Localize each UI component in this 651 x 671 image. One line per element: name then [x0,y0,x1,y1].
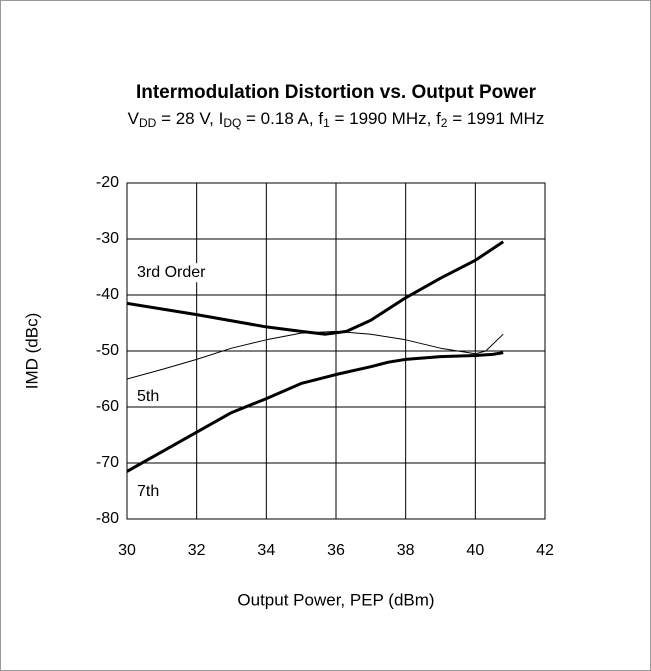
series-line [126,240,505,336]
x-tick-label: 34 [257,542,275,559]
subscript: 2 [441,116,448,130]
y-tick-label: -20 [96,174,119,191]
label-background [134,387,163,407]
subtitle-part: = 0.18 A, f [241,109,323,128]
label-background [134,263,210,283]
subtitle-part: = 1991 MHz [447,109,544,128]
chart-title: Intermodulation Distortion vs. Output Po… [136,82,537,103]
x-tick-label: 38 [397,542,415,559]
y-tick-label: -70 [96,454,119,471]
x-tick-label: 42 [536,542,554,559]
y-axis-label: IMD (dBc) [22,313,41,390]
subtitle-part: V [128,109,140,128]
x-axis-label: Output Power, PEP (dBm) [237,590,434,609]
series-line [126,351,504,473]
y-tick-label: -40 [96,286,119,303]
x-tick-label: 40 [466,542,484,559]
y-tick-label: -60 [96,398,119,415]
subtitle-part: = 1990 MHz, f [330,109,441,128]
x-tick-label: 32 [188,542,206,559]
subtitle-part: = 28 V, I [156,109,223,128]
y-tick-label: -30 [96,230,119,247]
y-tick-label: -50 [96,342,119,359]
series-label: 5th [137,388,159,405]
x-tick-label: 30 [118,542,136,559]
series-line [126,330,504,380]
series-label: 7th [137,483,159,500]
subscript: 1 [323,116,330,130]
series-label: 3rd Order [137,264,206,281]
chart-subtitle: VDD = 28 V, IDQ = 0.18 A, f1 = 1990 MHz,… [128,109,545,130]
x-tick-label: 36 [327,542,345,559]
subscript: DD [139,116,157,130]
y-tick-label: -80 [96,510,119,527]
subscript: DQ [223,116,241,130]
label-background [134,482,163,502]
